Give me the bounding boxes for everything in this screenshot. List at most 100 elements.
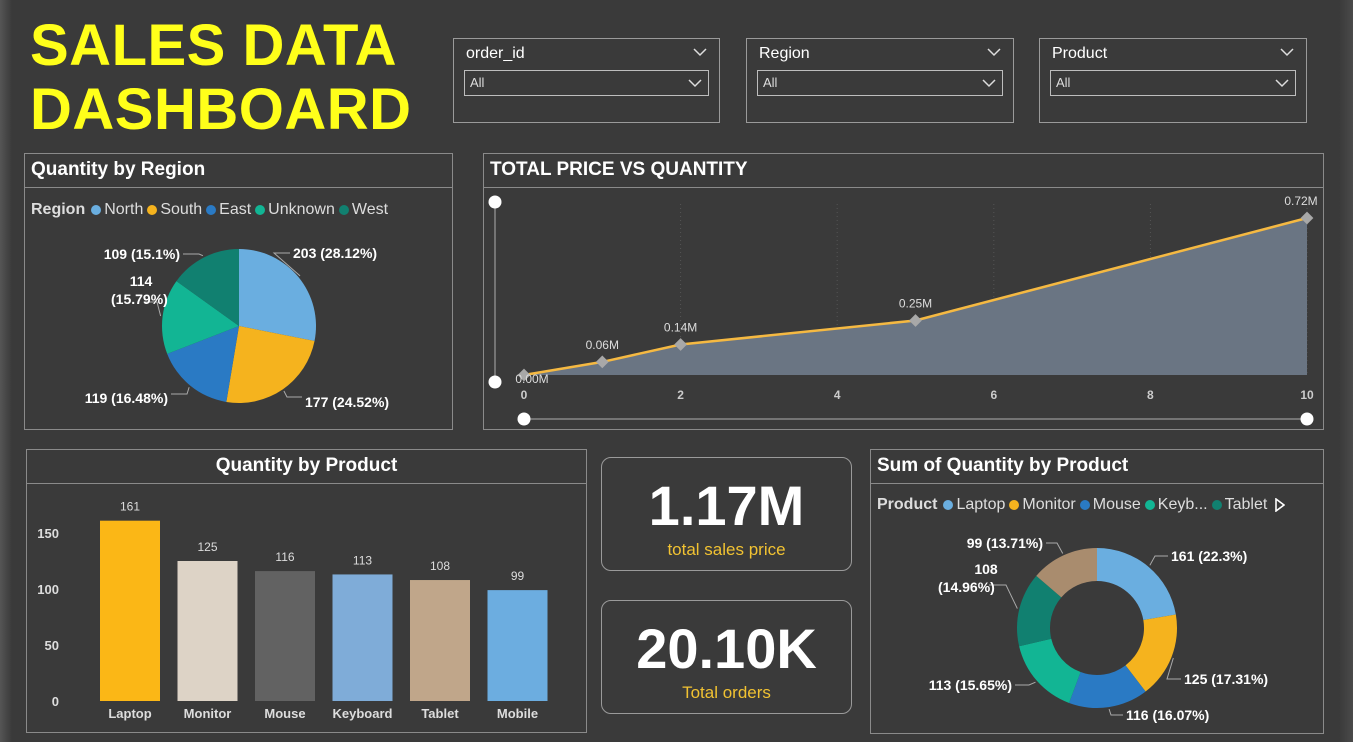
legend-label: Mouse: [1092, 496, 1141, 513]
donut-slice-laptop: [1097, 548, 1176, 621]
legend-item-monitor[interactable]: Monitor: [1009, 496, 1076, 514]
donut-data-label: 125 (17.31%): [1184, 671, 1268, 687]
chevron-down-icon[interactable]: [688, 76, 702, 90]
legend-dot: [1144, 500, 1155, 510]
panel-sum-quantity-by-product: Sum of Quantity by Product Product Lapto…: [870, 449, 1324, 734]
slicer-region[interactable]: Region All: [746, 38, 1014, 123]
legend-item-south[interactable]: South: [147, 201, 202, 219]
slicer-product-dropdown[interactable]: All: [1050, 70, 1296, 96]
title-line-1: SALES DATA: [30, 13, 397, 78]
legend-dot: [1211, 500, 1222, 510]
bar-laptop: [100, 520, 160, 701]
legend-dot: [91, 205, 102, 215]
dashboard-title: SALES DATA DASHBOARD: [30, 14, 430, 142]
bar-tablet: [410, 580, 470, 701]
chevron-down-icon[interactable]: [982, 76, 996, 90]
price-area-chart[interactable]: 0.00M 0.06M 0.14M 0.25M 0.72M 0 2 4 6 8 10: [484, 154, 1325, 431]
slicer-region-value: All: [763, 75, 778, 90]
legend-item-mouse[interactable]: Mouse: [1079, 496, 1141, 514]
slicer-order-id-dropdown[interactable]: All: [464, 70, 709, 96]
donut-slice-keyboard: [1019, 638, 1081, 703]
chevron-down-icon[interactable]: [1275, 76, 1289, 90]
legend-item-west[interactable]: West: [338, 201, 388, 219]
kpi-total-orders: 20.10K Total orders: [601, 600, 852, 714]
kpi-label: Total orders: [682, 683, 771, 702]
y-range-slider-handle-top: [488, 195, 502, 209]
product-donut-chart[interactable]: 161 (22.3%) 125 (17.31%) 116 (16.07%) 113 (…: [871, 450, 1325, 735]
x-tick-label: 2: [677, 388, 684, 402]
donut-slice-mobile: [1036, 548, 1097, 598]
panel-title: Sum of Quantity by Product: [871, 450, 1323, 484]
y-range-slider-handle-bottom: [488, 375, 502, 389]
bar-data-label: 108: [430, 559, 450, 573]
donut-slice-monitor: [1125, 614, 1177, 692]
x-tick-label: Monitor: [184, 706, 232, 721]
legend-label: Keyb...: [1157, 496, 1208, 513]
panel-quantity-by-product: Quantity by Product 0 50 100 150 161 Laptop 12…: [26, 449, 587, 733]
slicer-region-dropdown[interactable]: All: [757, 70, 1003, 96]
legend-item-tablet[interactable]: Tablet: [1211, 496, 1267, 514]
pie-data-label: 114: [130, 273, 153, 289]
legend-dot: [1079, 500, 1090, 510]
kpi-value: 20.10K: [636, 617, 817, 680]
legend-item-keyboard[interactable]: Keyb...: [1144, 496, 1208, 514]
slicer-order-id[interactable]: order_id All: [453, 38, 720, 123]
legend-title: Product: [877, 496, 938, 513]
legend-dot: [338, 205, 349, 215]
panel-total-price-vs-quantity: TOTAL PRICE VS QUANTITY 0.00M 0.06M 0.14M 0…: [483, 153, 1324, 430]
legend-item-north[interactable]: North: [91, 201, 143, 219]
area-fill: [524, 218, 1307, 375]
chevron-down-icon[interactable]: [693, 45, 707, 59]
window-frame-left: [0, 0, 12, 742]
slicer-product-label: Product: [1052, 45, 1108, 62]
x-tick-label: 10: [1300, 388, 1314, 402]
legend-dot: [1009, 500, 1020, 510]
legend-next-arrow-icon[interactable]: [1275, 498, 1286, 512]
chevron-down-icon[interactable]: [1280, 45, 1294, 59]
bar-keyboard: [332, 574, 393, 701]
legend-dot: [206, 205, 217, 215]
region-pie-chart[interactable]: 203 (28.12%) 177 (24.52%) 119 (16.48%) 114 (…: [25, 154, 454, 431]
pie-leader-line: [272, 252, 301, 277]
slicer-order-id-label: order_id: [466, 45, 525, 62]
pie-data-label: 177 (24.52%): [305, 394, 389, 410]
window-frame-right: [1339, 0, 1353, 742]
donut-leader-line: [989, 584, 1018, 609]
product-bar-chart[interactable]: 0 50 100 150 161 Laptop 125 Monitor 116 Mouse 113 K…: [27, 450, 588, 734]
donut-leader-line: [1149, 555, 1168, 566]
pie-slice-east: [167, 326, 239, 402]
slicer-product[interactable]: Product All: [1039, 38, 1307, 123]
donut-data-label: 161 (22.3%): [1171, 548, 1247, 564]
legend-label: Laptop: [956, 496, 1006, 513]
pie-data-label: (15.79%): [111, 291, 168, 307]
x-tick-label: 8: [1147, 388, 1154, 402]
bar-data-label: 99: [511, 569, 525, 583]
legend-dot: [255, 205, 266, 215]
legend-label: Unknown: [268, 201, 335, 218]
pie-leader-line: [144, 301, 162, 317]
legend-label: North: [104, 201, 144, 218]
x-tick-label: Tablet: [421, 706, 459, 721]
bar-mobile: [487, 590, 548, 701]
donut-slice-tablet: [1017, 575, 1062, 647]
donut-leader-line: [1108, 708, 1123, 716]
x-tick-label: Keyboard: [333, 706, 393, 721]
data-point-label: 0.00M: [515, 372, 548, 386]
y-tick-label: 150: [37, 526, 59, 541]
donut-leader-line: [1046, 542, 1064, 554]
y-tick-label: 0: [52, 694, 59, 709]
legend-item-laptop[interactable]: Laptop: [943, 496, 1005, 514]
panel-title: Quantity by Region: [25, 154, 452, 188]
donut-slice-mouse: [1069, 665, 1146, 708]
bar-data-label: 161: [120, 500, 140, 514]
slicer-order-id-value: All: [470, 75, 485, 90]
bar-data-label: 125: [197, 540, 217, 554]
chevron-down-icon[interactable]: [987, 45, 1001, 59]
legend-label: East: [219, 201, 252, 218]
data-point-label: 0.72M: [1284, 194, 1317, 208]
legend-item-east[interactable]: East: [206, 201, 251, 219]
legend-item-unknown[interactable]: Unknown: [255, 201, 335, 219]
slicer-product-value: All: [1056, 75, 1071, 90]
pie-leader-line: [283, 390, 302, 398]
kpi-total-sales: 1.17M total sales price: [601, 457, 852, 571]
